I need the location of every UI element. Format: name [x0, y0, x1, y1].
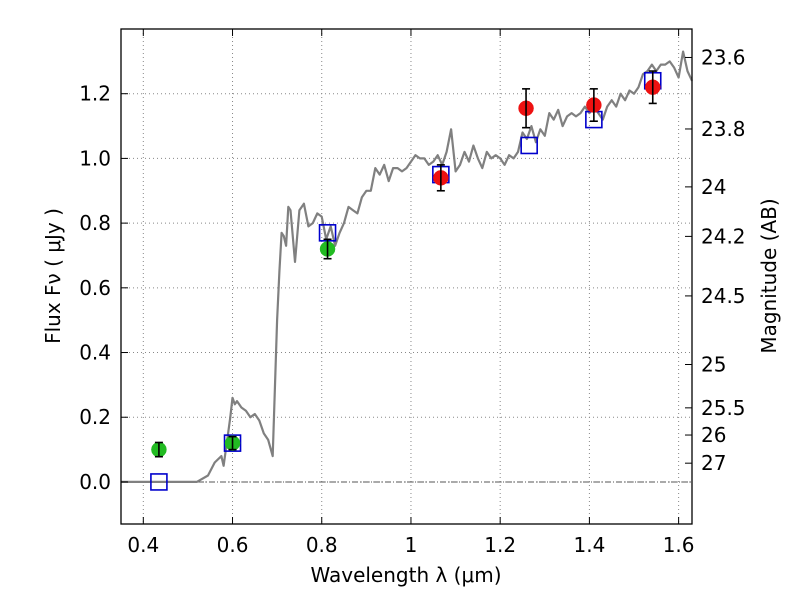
y-axis-title: Flux Fν ( μJy )	[41, 208, 65, 344]
mag-tick-label: 24.2	[701, 224, 746, 248]
y-tick-label: 0.4	[79, 341, 111, 365]
series-layer	[121, 50, 693, 491]
mag-tick-label: 23.8	[701, 117, 746, 141]
y-tick-label: 0.2	[79, 405, 111, 429]
mag-tick-label: 24	[701, 175, 726, 199]
mag-tick-label: 23.6	[701, 45, 746, 69]
model-square-point	[520, 136, 538, 155]
x-tick-label: 0.6	[217, 533, 249, 557]
x-tick-label: 0.4	[127, 533, 159, 557]
plot-background	[121, 29, 692, 524]
x-tick-label: 1.6	[663, 533, 695, 557]
y-tick-label: 1.0	[79, 146, 111, 170]
mag-tick-label: 25	[701, 353, 726, 377]
right-axis-title: Magnitude (AB)	[757, 198, 781, 353]
x-tick-label: 1	[405, 533, 418, 557]
mag-tick-label: 27	[701, 451, 726, 475]
x-tick-label: 0.8	[306, 533, 338, 557]
plot-frame	[120, 28, 693, 525]
x-tick-label: 1.2	[484, 533, 516, 557]
mag-tick-label: 26	[701, 423, 726, 447]
x-tick-label: 1.4	[573, 533, 605, 557]
y-tick-label: 0.6	[79, 276, 111, 300]
x-axis-title: Wavelength λ (μm)	[310, 563, 501, 587]
spectrum-line	[121, 50, 693, 483]
mag-tick-label: 25.5	[701, 396, 746, 420]
model-square-point	[223, 434, 242, 452]
y-tick-label: 1.2	[79, 82, 111, 106]
model-square-point	[150, 473, 168, 491]
ticks: 0.4 0.6 0.8 1 1.2 1.4 1.6 0.0 0.2 0.4 0.6 0.8 1.0 1.2…	[79, 29, 746, 557]
y-tick-label: 0.8	[79, 211, 111, 235]
y-tick-label: 0.0	[79, 470, 111, 494]
mag-tick-label: 24.5	[701, 284, 746, 308]
